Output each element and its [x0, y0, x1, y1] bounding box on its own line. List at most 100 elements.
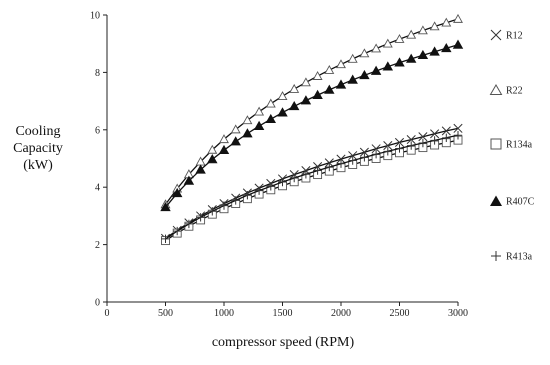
data-point-r407c	[207, 154, 218, 164]
data-point-r22	[265, 98, 276, 108]
data-point-r413a	[278, 177, 287, 187]
data-point-r413a	[231, 196, 240, 205]
data-point-r22	[219, 134, 229, 144]
x-tick-label: 3000	[448, 308, 468, 319]
y-tick-label: 10	[90, 11, 100, 22]
y-tick-label: 0	[95, 298, 100, 309]
legend-label-r413a: R413a	[506, 252, 533, 263]
axes: 0 500 1000 1500 2000 2500 3000 0 2 4 6 8 10	[90, 11, 468, 320]
series-line-r134a	[165, 139, 459, 242]
data-point-r22	[429, 21, 440, 31]
data-point-r12	[383, 141, 393, 151]
y-axis-title-line: Cooling	[15, 124, 60, 139]
data-point-r407c	[324, 84, 335, 94]
data-point-r22	[277, 91, 288, 101]
data-point-r407c	[253, 120, 265, 130]
data-point-r22	[312, 71, 323, 80]
data-point-r12	[441, 126, 451, 136]
data-point-r407c	[359, 69, 370, 80]
data-point-r22	[371, 43, 382, 53]
data-point-r407c	[335, 79, 347, 89]
data-point-r407c	[300, 95, 312, 105]
legend: R12 R22 R134a R407C R413a	[489, 29, 535, 263]
data-point-r22	[382, 38, 393, 48]
legend-marker-r134a	[490, 138, 502, 150]
series-r407c	[160, 39, 464, 212]
data-point-r22	[417, 25, 428, 35]
data-point-r22	[242, 115, 253, 125]
legend-marker-r12	[490, 29, 502, 41]
y-tick-label: 8	[95, 68, 100, 79]
y-tick-label: 4	[95, 183, 100, 194]
data-point-r413a	[442, 133, 451, 143]
data-point-r407c	[183, 175, 195, 185]
data-point-r22	[453, 13, 463, 23]
data-point-r413a	[161, 234, 170, 244]
x-tick-label: 1500	[273, 308, 293, 319]
data-point-r413a	[254, 186, 264, 195]
data-point-r22	[230, 124, 241, 134]
legend-item-r407c: R407C	[490, 195, 535, 208]
legend-marker-r22	[489, 84, 503, 95]
data-point-r407c	[417, 49, 429, 60]
series-r22	[160, 13, 463, 209]
legend-item-r12: R12	[490, 29, 523, 42]
y-axis-title: Cooling Capacity (kW)	[13, 124, 63, 173]
x-axis-title: compressor speed (RPM)	[212, 335, 355, 350]
data-point-r12	[430, 129, 440, 139]
data-point-r413a	[184, 219, 194, 229]
data-point-r407c	[347, 74, 358, 84]
x-tick-label: 0	[105, 308, 110, 319]
data-point-r22	[406, 29, 417, 39]
data-point-r407c	[171, 187, 183, 198]
legend-item-r134a: R134a	[490, 138, 533, 151]
data-point-r413a	[348, 156, 357, 165]
data-point-r413a	[395, 144, 404, 153]
data-point-r407c	[382, 61, 394, 71]
data-point-r22	[207, 144, 218, 154]
legend-label-r22: R22	[506, 86, 523, 97]
data-point-r22	[289, 83, 300, 93]
data-point-r413a	[418, 138, 428, 148]
data-point-r407c	[230, 136, 241, 146]
data-point-r413a	[453, 131, 463, 140]
data-point-r22	[336, 59, 346, 69]
series-r413a	[161, 131, 463, 244]
data-point-r413a	[219, 201, 229, 210]
legend-item-r413a: R413a	[491, 251, 533, 263]
data-point-r12	[348, 151, 358, 161]
data-point-r22	[359, 48, 370, 58]
plot-area	[160, 13, 464, 246]
series-line-r12	[165, 127, 459, 239]
series-r12	[160, 123, 463, 243]
legend-label-r12: R12	[506, 31, 523, 42]
data-point-r413a	[313, 166, 322, 175]
data-point-r413a	[325, 162, 334, 172]
data-point-r407c	[160, 201, 171, 212]
data-point-r407c	[218, 144, 230, 155]
x-tick-label: 2000	[331, 308, 351, 319]
x-tick-label: 2500	[390, 308, 410, 319]
data-point-r407c	[394, 57, 405, 67]
data-point-r22	[254, 106, 265, 116]
data-point-r407c	[242, 128, 253, 138]
data-point-r407c	[195, 164, 206, 174]
data-point-r12	[324, 158, 334, 168]
data-point-r407c	[265, 113, 277, 124]
legend-label-r407c: R407C	[506, 197, 535, 208]
data-point-r413a	[360, 153, 369, 162]
data-point-r12	[406, 135, 416, 145]
data-point-r413a	[196, 213, 205, 222]
legend-marker-r407c	[490, 195, 502, 206]
data-point-r407c	[277, 107, 288, 117]
data-point-r413a	[243, 191, 252, 200]
series-r134a	[161, 135, 463, 246]
data-point-r413a	[290, 173, 299, 183]
data-point-r407c	[370, 65, 382, 75]
data-point-r22	[394, 33, 405, 43]
data-point-r407c	[452, 39, 464, 49]
data-point-r12	[359, 147, 369, 157]
data-point-r407c	[405, 53, 417, 63]
legend-item-r22: R22	[489, 84, 523, 97]
